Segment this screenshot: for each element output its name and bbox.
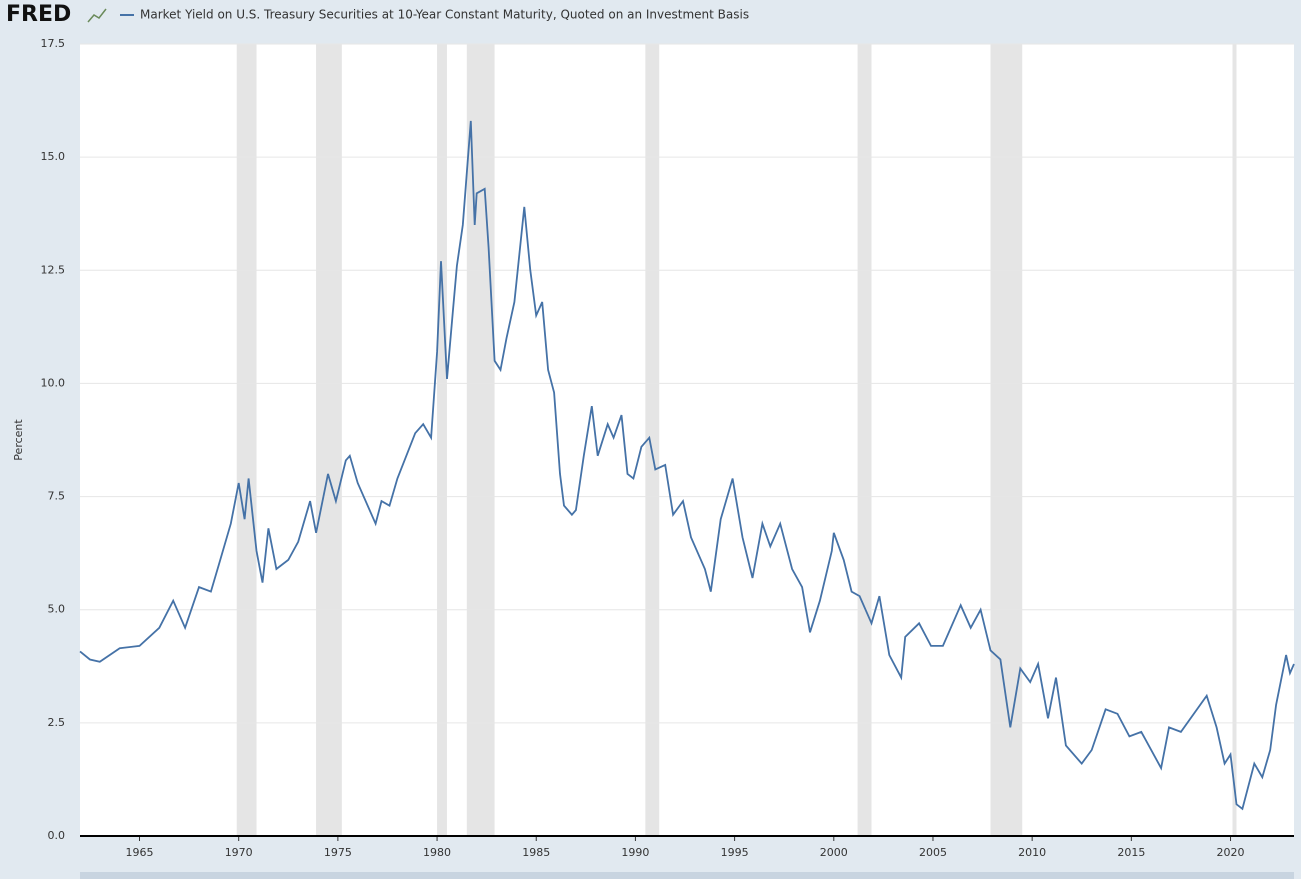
x-tick-label: 2000 — [820, 846, 848, 859]
recession-band — [466, 44, 495, 836]
recession-band — [645, 44, 660, 836]
legend-label: Market Yield on U.S. Treasury Securities… — [140, 8, 749, 22]
x-tick-label: 1985 — [522, 846, 550, 859]
x-tick-label: 1995 — [721, 846, 749, 859]
y-axis-label: Percent — [12, 419, 25, 461]
recession-band — [990, 44, 1023, 836]
y-tick-label: 12.5 — [41, 263, 66, 276]
plot-area — [80, 44, 1294, 836]
y-tick-label: 7.5 — [48, 490, 66, 503]
logo: FRED — [6, 2, 71, 27]
y-tick-label: 2.5 — [48, 716, 66, 729]
y-tick-label: 5.0 — [48, 603, 66, 616]
logo-icon — [87, 8, 107, 23]
x-tick-label: 1975 — [324, 846, 352, 859]
x-tick-label: 2015 — [1117, 846, 1145, 859]
x-tick-label: 2020 — [1217, 846, 1245, 859]
data-line — [79, 120, 1295, 811]
navigator — [80, 872, 1294, 879]
recession-band — [857, 44, 872, 836]
y-tick-label: 10.0 — [41, 376, 66, 389]
recession-band — [316, 44, 342, 836]
x-tick-label: 2005 — [919, 846, 947, 859]
x-tick-label: 1990 — [621, 846, 649, 859]
y-tick-label: 15.0 — [41, 150, 66, 163]
recession-band — [1232, 44, 1237, 836]
y-tick-label: 17.5 — [41, 37, 66, 50]
x-tick-label: 1970 — [225, 846, 253, 859]
x-tick-label: 2010 — [1018, 846, 1046, 859]
recession-band — [437, 44, 447, 836]
x-tick-label: 1965 — [126, 846, 154, 859]
recession-band — [236, 44, 257, 836]
y-tick-label: 0.0 — [48, 829, 66, 842]
x-tick-label: 1980 — [423, 846, 451, 859]
